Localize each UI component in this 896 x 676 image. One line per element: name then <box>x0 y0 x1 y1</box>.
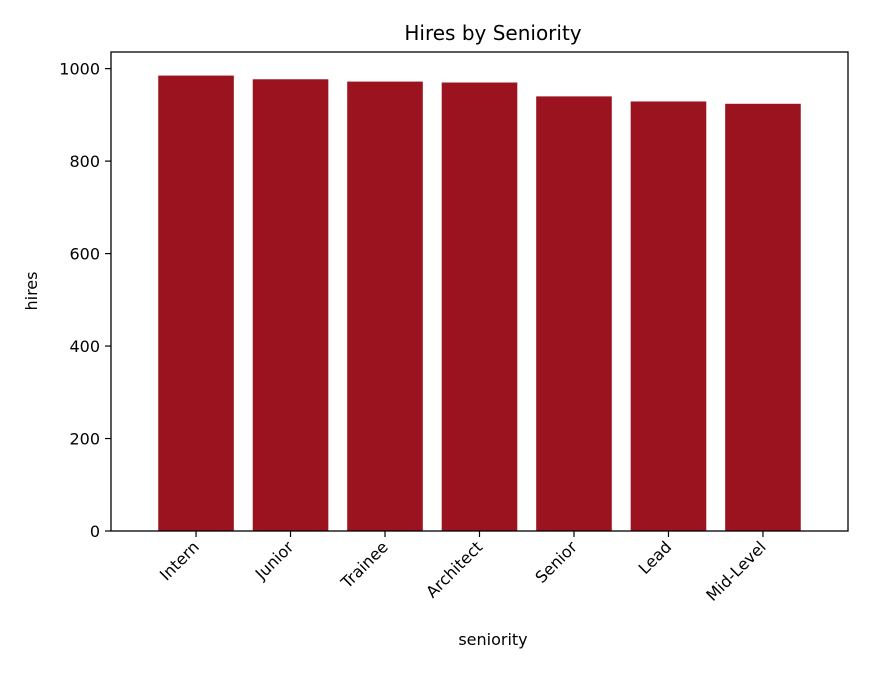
y-axis-label: hires <box>22 272 41 311</box>
plot-frame <box>110 51 849 532</box>
bar-trainee <box>347 81 423 532</box>
y-axis-ticks: 0 200 400 600 800 1000 <box>59 60 111 541</box>
x-tick-label: Junior <box>251 537 298 584</box>
y-tick-label: 0 <box>90 522 100 541</box>
x-axis-ticks: Intern Junior Trainee Architect Senior Lead Mi… <box>156 531 770 605</box>
y-tick-label: 200 <box>69 430 100 449</box>
bar-senior <box>536 96 612 531</box>
bars-group <box>158 75 801 532</box>
bar-intern <box>158 75 234 532</box>
y-tick-label: 600 <box>69 245 100 264</box>
x-tick-label: Trainee <box>337 537 392 592</box>
y-tick-label: 1000 <box>59 60 100 79</box>
x-tick-label: Mid-Level <box>702 537 769 604</box>
x-tick-label: Senior <box>531 537 581 587</box>
chart-title: Hires by Seniority <box>404 21 581 45</box>
x-tick-label: Lead <box>635 537 676 578</box>
bar-lead <box>630 101 707 531</box>
bar-mid-level <box>725 103 801 531</box>
x-tick-label: Architect <box>422 537 486 601</box>
bar-junior <box>252 79 329 531</box>
y-tick-label: 800 <box>69 152 100 171</box>
y-tick-label: 400 <box>69 337 100 356</box>
x-axis-label: seniority <box>458 630 527 649</box>
x-tick-label: Intern <box>156 537 203 584</box>
bar-architect <box>441 82 518 531</box>
